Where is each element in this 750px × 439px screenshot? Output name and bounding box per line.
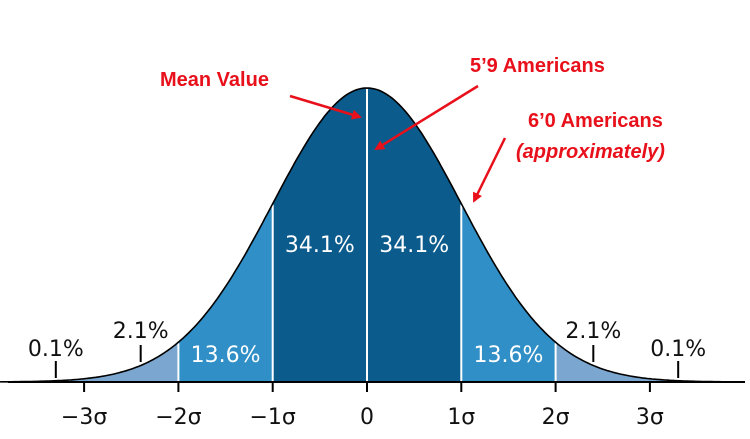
- x-tick-label-5: 2σ: [542, 405, 570, 430]
- percentage-label-4: 34.1%: [379, 233, 449, 258]
- percentage-label-2: 13.6%: [191, 343, 261, 368]
- sigma-boundaries: [177, 89, 557, 382]
- percentage-label-3: 34.1%: [285, 233, 355, 258]
- region-0: [0, 342, 179, 382]
- annotation-5ft9-americans: 5’9 Americans: [470, 55, 605, 77]
- annotations: Mean Value 5’9 Americans 6’0 Americans (…: [160, 55, 665, 203]
- shaded-regions: [0, 88, 745, 382]
- percentage-labels: 0.1% 2.1% 13.6% 34.1% 34.1% 13.6% 2.1% 0.1%: [28, 233, 706, 378]
- x-tick-label-2: −1σ: [250, 405, 296, 430]
- annotation-mean-value-arrow: [289, 94, 362, 120]
- x-tick-label-6: 3σ: [636, 405, 664, 430]
- x-axis-ticks: −3σ −2σ −1σ 0 1σ 2σ 3σ: [61, 382, 664, 430]
- percentage-label-1: 2.1%: [113, 319, 169, 344]
- region-4: [555, 342, 745, 382]
- bell-curve-outline: [0, 87, 745, 383]
- percentage-label-6: 2.1%: [565, 319, 621, 344]
- percentage-label-0: 0.1%: [28, 337, 84, 362]
- percentage-label-5: 13.6%: [474, 343, 544, 368]
- x-tick-label-1: −2σ: [155, 405, 201, 430]
- percentage-label-7: 0.1%: [650, 337, 706, 362]
- annotation-mean-value: Mean Value: [160, 69, 269, 91]
- x-tick-label-3: 0: [360, 405, 374, 430]
- annotation-5ft9-arrow: [374, 84, 479, 151]
- x-tick-label-4: 1σ: [447, 405, 475, 430]
- annotation-6ft0-arrow: [472, 137, 507, 203]
- x-tick-label-0: −3σ: [61, 405, 107, 430]
- annotation-6ft0-americans: 6’0 Americans: [528, 110, 663, 132]
- annotation-approximately: (approximately): [516, 141, 665, 163]
